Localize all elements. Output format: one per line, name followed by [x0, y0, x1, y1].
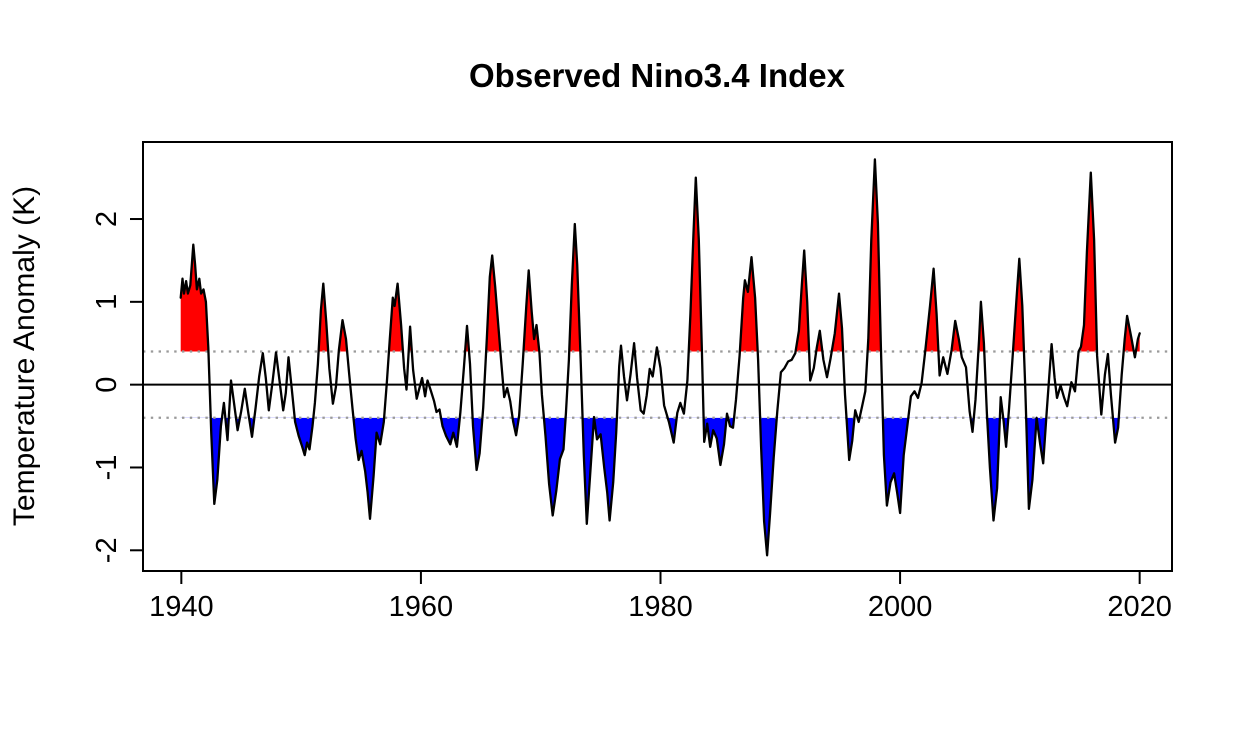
y-tick-label: 2	[91, 211, 123, 227]
series-layer	[179, 158, 1141, 557]
y-tick-label: -2	[91, 537, 123, 563]
x-tick-label: 1980	[628, 591, 693, 623]
x-tick-label: 2020	[1107, 591, 1172, 623]
x-tick-label: 2000	[868, 591, 933, 623]
x-tick-label: 1940	[149, 591, 214, 623]
y-axis-title: Temperature Anomaly (K)	[8, 186, 41, 526]
y-tick-label: 0	[91, 377, 123, 393]
reference-lines-layer	[143, 350, 1172, 419]
plot-border	[142, 141, 1173, 572]
anomaly-fill-layer	[180, 159, 1140, 556]
y-tick-label: 1	[91, 294, 123, 310]
anomaly-series-line	[179, 158, 1141, 557]
chart-title: Observed Nino3.4 Index	[469, 57, 846, 94]
la-nina-cold-fill	[180, 417, 1140, 556]
y-tick-label: -1	[91, 455, 123, 481]
axes-layer: 1940 1960 1980 2000 2020 -2 -1 0 1 2	[91, 141, 1173, 623]
x-tick-label: 1960	[389, 591, 454, 623]
